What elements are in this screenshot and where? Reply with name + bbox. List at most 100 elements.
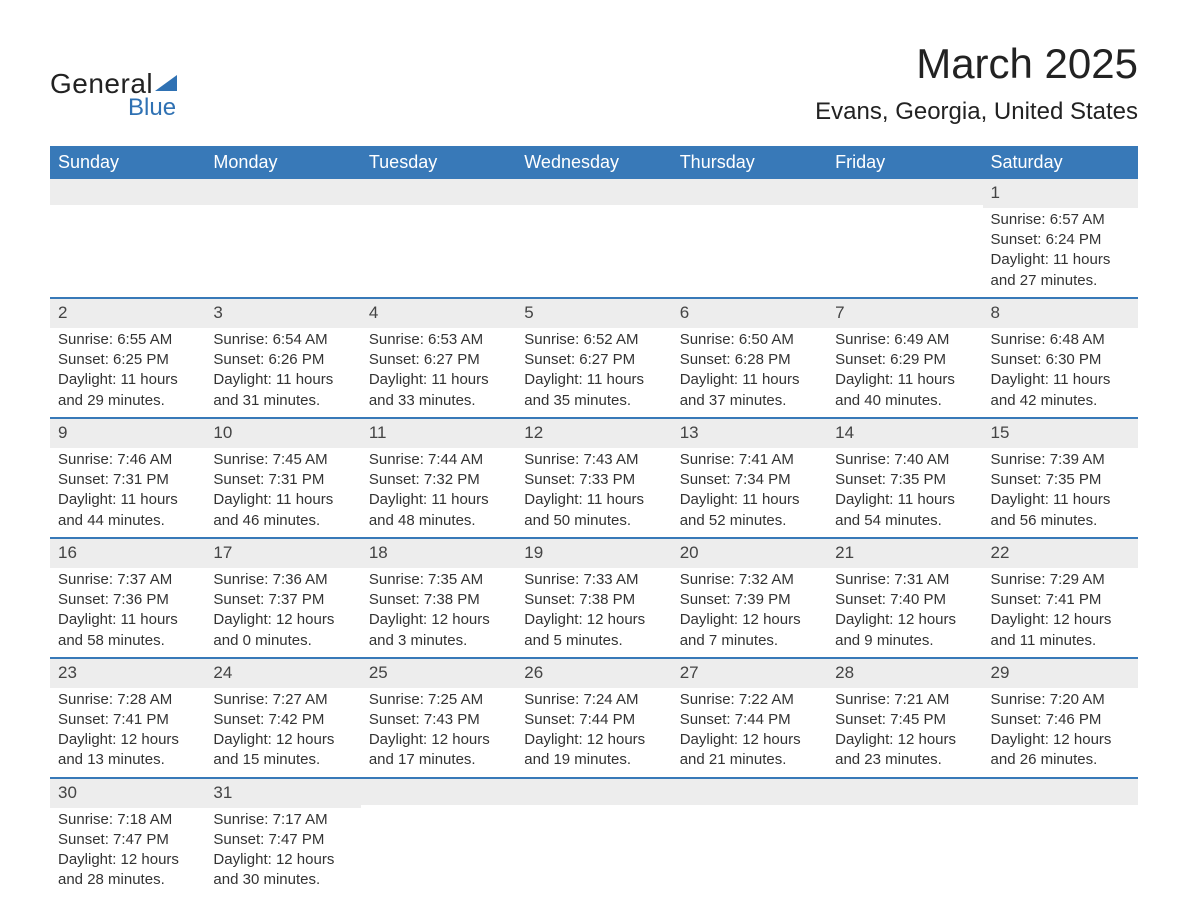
- calendar-cell-empty: [516, 778, 671, 897]
- sunset-line: Sunset: 7:47 PM: [213, 830, 352, 850]
- empty-band: [672, 779, 827, 805]
- day-header-row: SundayMondayTuesdayWednesdayThursdayFrid…: [50, 146, 1138, 179]
- sunrise-line: Sunrise: 7:18 AM: [58, 810, 197, 830]
- empty-body: [827, 805, 982, 885]
- day-number: 26: [516, 659, 671, 688]
- day-details: Sunrise: 7:41 AMSunset: 7:34 PMDaylight:…: [672, 448, 827, 537]
- calendar-row: 1Sunrise: 6:57 AMSunset: 6:24 PMDaylight…: [50, 179, 1138, 298]
- daylight-line: Daylight: 11 hours and 58 minutes.: [58, 610, 197, 651]
- day-details: Sunrise: 7:43 AMSunset: 7:33 PMDaylight:…: [516, 448, 671, 537]
- day-details: Sunrise: 7:39 AMSunset: 7:35 PMDaylight:…: [983, 448, 1138, 537]
- day-number: 24: [205, 659, 360, 688]
- calendar-cell: 18Sunrise: 7:35 AMSunset: 7:38 PMDayligh…: [361, 538, 516, 658]
- empty-body: [50, 205, 205, 285]
- sunset-line: Sunset: 7:31 PM: [58, 470, 197, 490]
- empty-band: [516, 179, 671, 205]
- day-number: 11: [361, 419, 516, 448]
- empty-body: [672, 205, 827, 285]
- calendar-cell-empty: [672, 179, 827, 298]
- calendar-cell: 21Sunrise: 7:31 AMSunset: 7:40 PMDayligh…: [827, 538, 982, 658]
- day-details: Sunrise: 7:46 AMSunset: 7:31 PMDaylight:…: [50, 448, 205, 537]
- day-details: Sunrise: 7:18 AMSunset: 7:47 PMDaylight:…: [50, 808, 205, 897]
- sunrise-line: Sunrise: 6:50 AM: [680, 330, 819, 350]
- sunset-line: Sunset: 6:25 PM: [58, 350, 197, 370]
- day-number: 20: [672, 539, 827, 568]
- sunset-line: Sunset: 7:36 PM: [58, 590, 197, 610]
- sunset-line: Sunset: 7:43 PM: [369, 710, 508, 730]
- daylight-line: Daylight: 12 hours and 5 minutes.: [524, 610, 663, 651]
- sunset-line: Sunset: 7:33 PM: [524, 470, 663, 490]
- calendar-cell: 16Sunrise: 7:37 AMSunset: 7:36 PMDayligh…: [50, 538, 205, 658]
- day-number: 16: [50, 539, 205, 568]
- calendar-cell: 12Sunrise: 7:43 AMSunset: 7:33 PMDayligh…: [516, 418, 671, 538]
- day-number: 6: [672, 299, 827, 328]
- sunrise-line: Sunrise: 7:36 AM: [213, 570, 352, 590]
- brand-logo: General Blue: [50, 68, 177, 122]
- calendar-cell: 14Sunrise: 7:40 AMSunset: 7:35 PMDayligh…: [827, 418, 982, 538]
- daylight-line: Daylight: 11 hours and 29 minutes.: [58, 370, 197, 411]
- daylight-line: Daylight: 12 hours and 23 minutes.: [835, 730, 974, 771]
- sunset-line: Sunset: 7:41 PM: [58, 710, 197, 730]
- day-number: 10: [205, 419, 360, 448]
- sunset-line: Sunset: 7:38 PM: [524, 590, 663, 610]
- sunset-line: Sunset: 7:47 PM: [58, 830, 197, 850]
- sunrise-line: Sunrise: 7:31 AM: [835, 570, 974, 590]
- daylight-line: Daylight: 11 hours and 31 minutes.: [213, 370, 352, 411]
- daylight-line: Daylight: 12 hours and 7 minutes.: [680, 610, 819, 651]
- sunrise-line: Sunrise: 7:41 AM: [680, 450, 819, 470]
- day-details: Sunrise: 7:27 AMSunset: 7:42 PMDaylight:…: [205, 688, 360, 777]
- day-header: Monday: [205, 146, 360, 179]
- day-number: 31: [205, 779, 360, 808]
- location-subtitle: Evans, Georgia, United States: [815, 98, 1138, 126]
- sunrise-line: Sunrise: 6:52 AM: [524, 330, 663, 350]
- empty-body: [205, 205, 360, 285]
- day-number: 15: [983, 419, 1138, 448]
- day-header: Tuesday: [361, 146, 516, 179]
- sunrise-line: Sunrise: 7:24 AM: [524, 690, 663, 710]
- empty-band: [983, 779, 1138, 805]
- day-number: 2: [50, 299, 205, 328]
- day-details: Sunrise: 7:37 AMSunset: 7:36 PMDaylight:…: [50, 568, 205, 657]
- day-number: 8: [983, 299, 1138, 328]
- day-details: Sunrise: 6:52 AMSunset: 6:27 PMDaylight:…: [516, 328, 671, 417]
- daylight-line: Daylight: 11 hours and 48 minutes.: [369, 490, 508, 531]
- sunset-line: Sunset: 6:30 PM: [991, 350, 1130, 370]
- day-number: 28: [827, 659, 982, 688]
- sunrise-line: Sunrise: 6:57 AM: [991, 210, 1130, 230]
- day-details: Sunrise: 7:25 AMSunset: 7:43 PMDaylight:…: [361, 688, 516, 777]
- day-details: Sunrise: 6:53 AMSunset: 6:27 PMDaylight:…: [361, 328, 516, 417]
- calendar-row: 16Sunrise: 7:37 AMSunset: 7:36 PMDayligh…: [50, 538, 1138, 658]
- day-details: Sunrise: 7:45 AMSunset: 7:31 PMDaylight:…: [205, 448, 360, 537]
- daylight-line: Daylight: 12 hours and 21 minutes.: [680, 730, 819, 771]
- day-details: Sunrise: 7:40 AMSunset: 7:35 PMDaylight:…: [827, 448, 982, 537]
- day-details: Sunrise: 6:55 AMSunset: 6:25 PMDaylight:…: [50, 328, 205, 417]
- sunrise-line: Sunrise: 7:20 AM: [991, 690, 1130, 710]
- sunset-line: Sunset: 6:24 PM: [991, 230, 1130, 250]
- sunset-line: Sunset: 7:38 PM: [369, 590, 508, 610]
- calendar-cell-empty: [827, 778, 982, 897]
- daylight-line: Daylight: 12 hours and 9 minutes.: [835, 610, 974, 651]
- daylight-line: Daylight: 11 hours and 33 minutes.: [369, 370, 508, 411]
- calendar-cell: 27Sunrise: 7:22 AMSunset: 7:44 PMDayligh…: [672, 658, 827, 778]
- sunrise-line: Sunrise: 6:49 AM: [835, 330, 974, 350]
- calendar-cell: 17Sunrise: 7:36 AMSunset: 7:37 PMDayligh…: [205, 538, 360, 658]
- sunrise-line: Sunrise: 6:53 AM: [369, 330, 508, 350]
- daylight-line: Daylight: 11 hours and 46 minutes.: [213, 490, 352, 531]
- calendar-cell: 22Sunrise: 7:29 AMSunset: 7:41 PMDayligh…: [983, 538, 1138, 658]
- day-number: 19: [516, 539, 671, 568]
- empty-band: [827, 779, 982, 805]
- empty-band: [827, 179, 982, 205]
- daylight-line: Daylight: 11 hours and 54 minutes.: [835, 490, 974, 531]
- sunset-line: Sunset: 7:35 PM: [835, 470, 974, 490]
- empty-band: [672, 179, 827, 205]
- calendar-cell-empty: [50, 179, 205, 298]
- calendar-cell: 26Sunrise: 7:24 AMSunset: 7:44 PMDayligh…: [516, 658, 671, 778]
- sunset-line: Sunset: 7:41 PM: [991, 590, 1130, 610]
- sunrise-line: Sunrise: 7:17 AM: [213, 810, 352, 830]
- empty-band: [205, 179, 360, 205]
- day-number: 18: [361, 539, 516, 568]
- sunset-line: Sunset: 7:42 PM: [213, 710, 352, 730]
- sunset-line: Sunset: 6:27 PM: [369, 350, 508, 370]
- title-block: March 2025 Evans, Georgia, United States: [815, 40, 1138, 138]
- day-details: Sunrise: 7:44 AMSunset: 7:32 PMDaylight:…: [361, 448, 516, 537]
